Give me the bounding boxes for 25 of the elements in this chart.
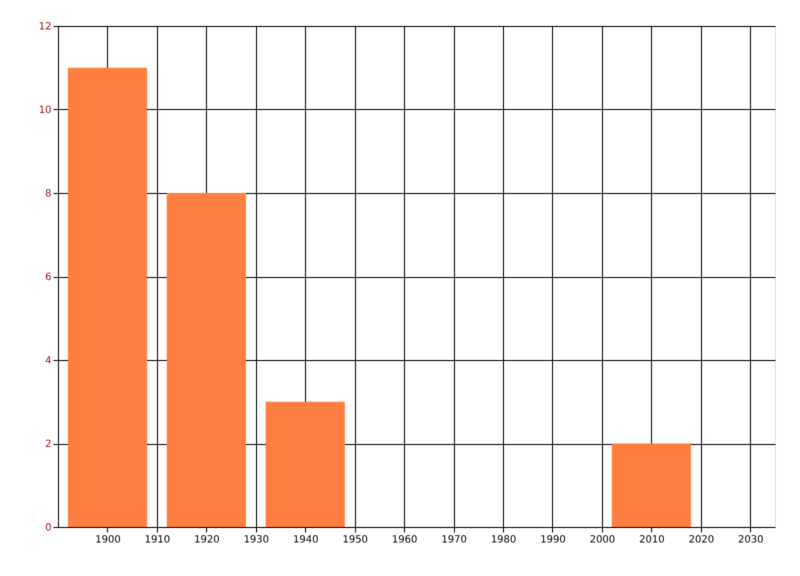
x-tick-label: 2020	[688, 534, 714, 546]
bar	[166, 193, 246, 527]
x-tick-label: 1900	[95, 534, 121, 546]
bar	[612, 444, 691, 527]
y-tick-label: 0	[45, 522, 52, 534]
x-tick-label: 1960	[392, 534, 418, 546]
x-tick-label: 1940	[293, 534, 318, 546]
x-tick-label: 1920	[194, 534, 220, 546]
y-tick-label: 10	[38, 105, 52, 116]
y-tick-label: 6	[45, 272, 52, 283]
x-tick-label: 1950	[342, 534, 368, 546]
x-tick-label: 1990	[540, 534, 566, 546]
x-tick-label: 2030	[738, 534, 764, 546]
y-tick-label: 8	[45, 188, 52, 200]
bar	[266, 402, 345, 527]
bar	[68, 68, 148, 527]
y-tick-label: 4	[45, 356, 52, 366]
x-tick-label: 1970	[441, 534, 467, 546]
x-tick-label: 1930	[244, 534, 270, 546]
y-tick-label: 12	[38, 22, 52, 32]
x-tick-label: 1910	[144, 534, 170, 546]
x-tick-label: 2000	[590, 534, 616, 546]
x-tick-label: 2010	[639, 534, 665, 546]
y-tick-label: 2	[45, 439, 52, 450]
x-tick-label: 1980	[490, 534, 516, 546]
